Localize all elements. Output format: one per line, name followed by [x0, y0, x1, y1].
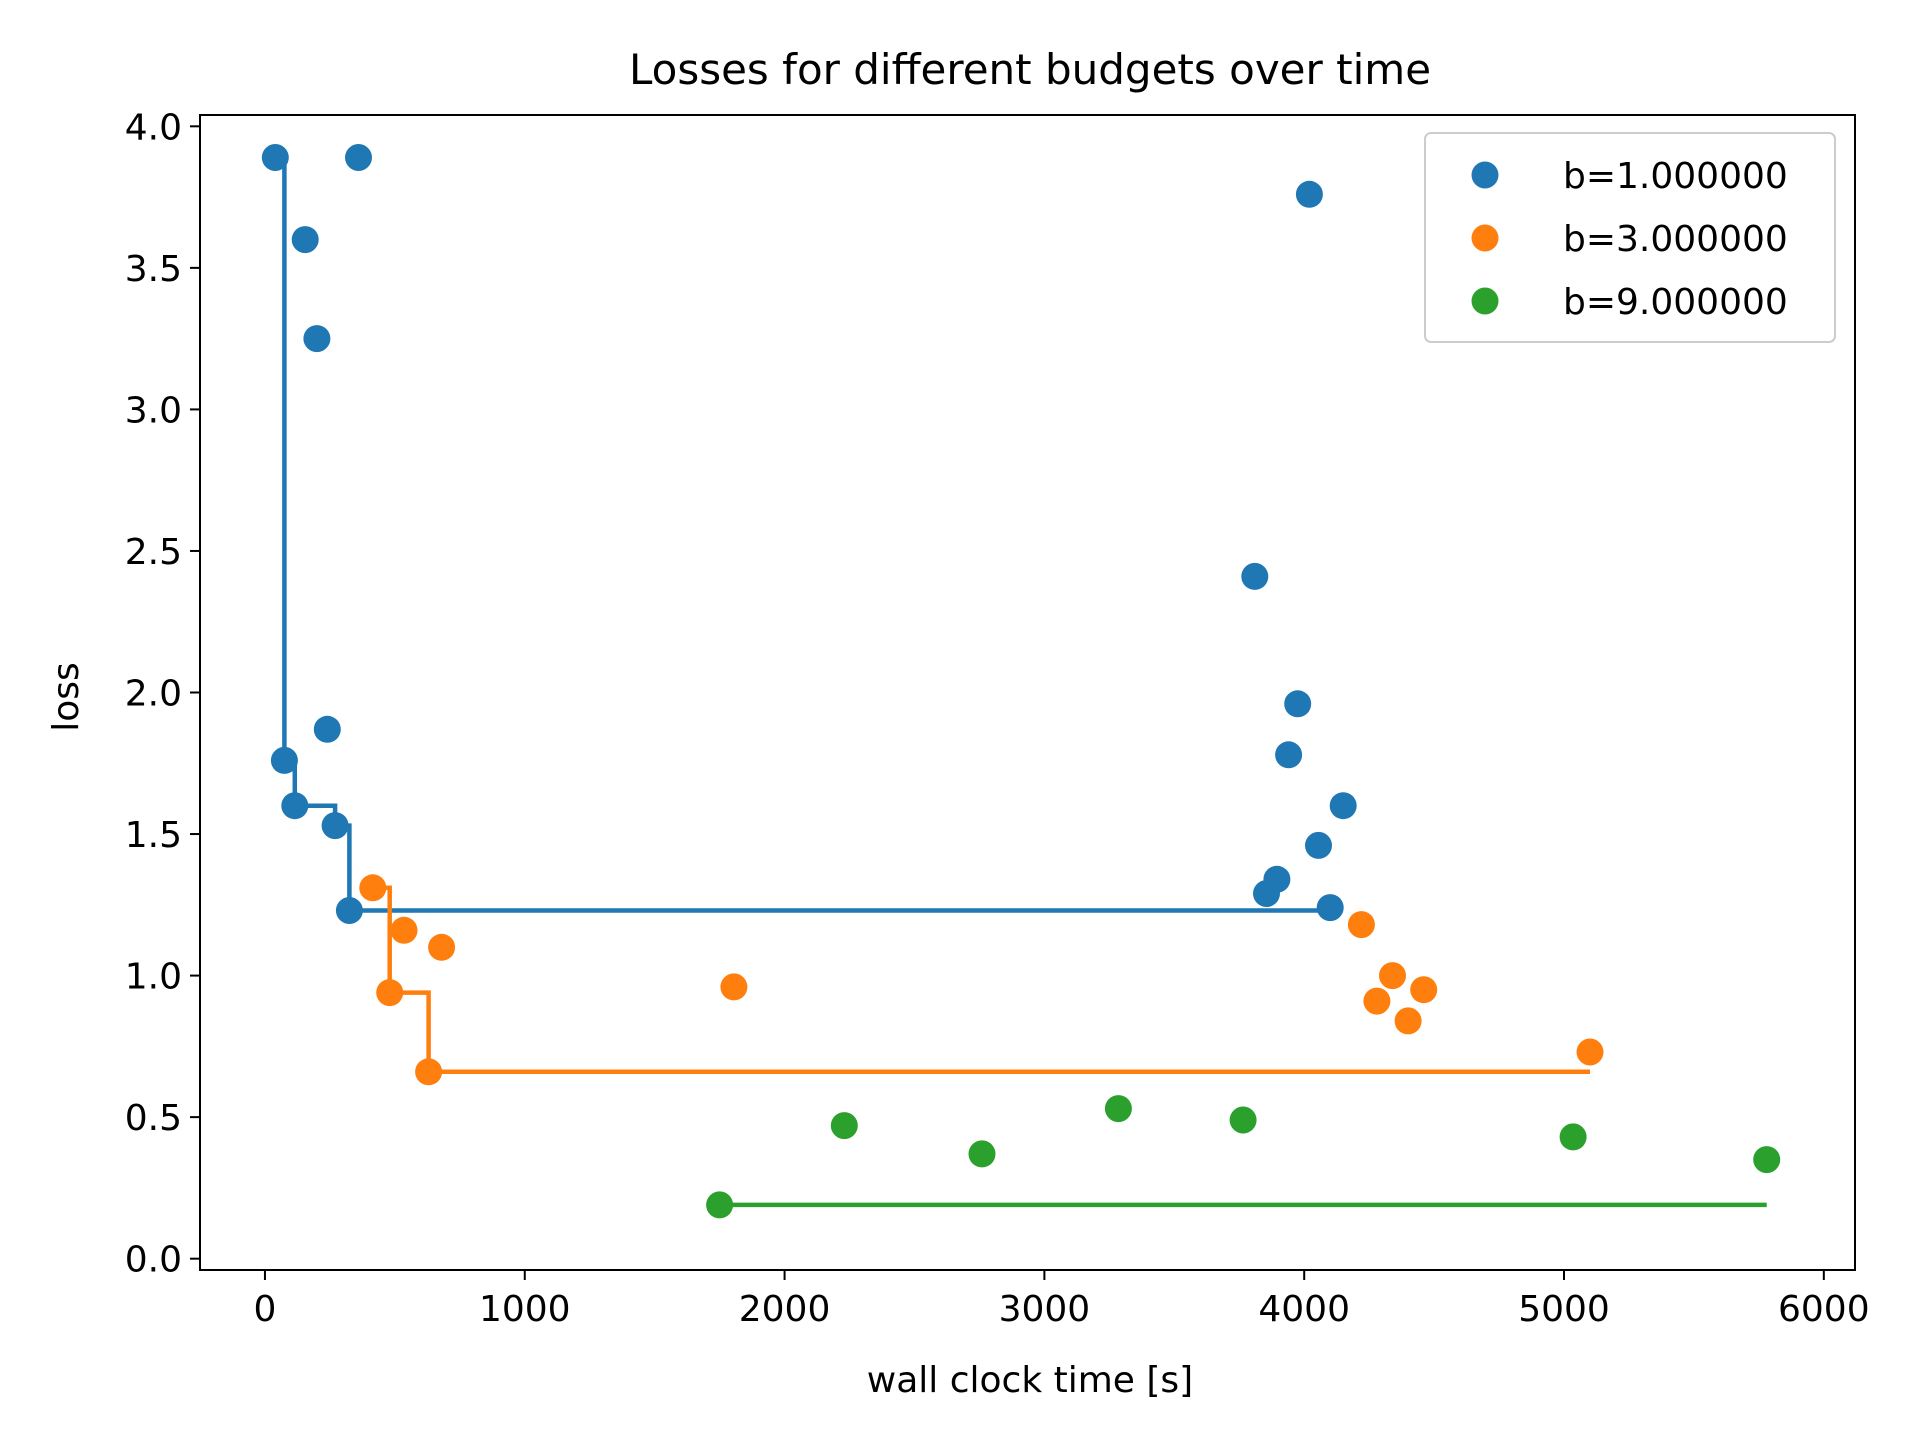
x-axis-label: wall clock time [s] [867, 1360, 1193, 1401]
series-1-point-10 [1241, 562, 1269, 590]
y-tick-label-8: 3.5 [125, 249, 182, 290]
series-1-point-2 [345, 144, 372, 171]
series-2-point-9 [1410, 976, 1438, 1004]
x-tick-label-1: 0 [253, 1289, 276, 1330]
y-axis-label: loss [46, 662, 87, 732]
series-2-point-3 [428, 933, 456, 961]
legend-marker-1 [1471, 161, 1499, 189]
series-2-point-7 [1347, 911, 1375, 939]
series-3-point-5 [1229, 1106, 1257, 1134]
series-2-point-8 [1379, 962, 1406, 990]
series-3-point-2 [830, 1112, 858, 1140]
legend: b=1.000000 b=3.000000 b=9.000000 [1424, 132, 1836, 343]
series-3-point-4 [1104, 1095, 1132, 1123]
series-1-point-6 [270, 746, 298, 774]
y-tick-label-7: 3.0 [125, 390, 182, 431]
series-1-point-8 [321, 812, 349, 840]
series-1-point-5 [313, 715, 341, 743]
series-1-point-12 [1284, 690, 1312, 718]
y-tick-label-4: 1.5 [125, 815, 182, 856]
series-1-point-7 [281, 792, 309, 820]
series-2-point-6 [720, 973, 748, 1001]
x-tick-label-5: 4000 [1258, 1289, 1350, 1330]
y-tick-label-5: 2.0 [125, 674, 182, 715]
series-2-point-4 [376, 979, 404, 1007]
axis-ticks: 0 1000 2000 3000 4000 5000 6000 0.0 0.5 1.0 1.5 2.0… [125, 107, 1870, 1330]
x-tick-label-2: 1000 [479, 1289, 571, 1330]
legend-label-2: b=3.000000 [1563, 219, 1788, 260]
series-3-point-6 [1559, 1123, 1587, 1151]
x-tick-label-6: 5000 [1518, 1289, 1610, 1330]
series-1-point-1 [261, 144, 289, 171]
y-tick-label-3: 1.0 [125, 957, 182, 998]
series-2-point-12 [1576, 1038, 1604, 1066]
plot-area [261, 144, 1781, 1219]
series-3-point-3 [968, 1140, 996, 1168]
legend-label-3: b=9.000000 [1563, 282, 1788, 323]
series-2-point-10 [1363, 987, 1391, 1015]
series-2-point-2 [390, 916, 418, 944]
series-1-point-4 [303, 325, 331, 353]
x-tick-label-7: 6000 [1778, 1289, 1870, 1330]
series-2-point-5 [415, 1058, 443, 1086]
series-2-incumbent-line [372, 885, 1590, 1075]
series-1-point-15 [1305, 831, 1332, 859]
y-tick-label-6: 2.5 [125, 532, 182, 573]
y-tick-label-1: 0.0 [125, 1240, 182, 1281]
series-1-point-17 [1253, 880, 1280, 907]
legend-label-1: b=1.000000 [1563, 156, 1788, 197]
series-1-point-13 [1275, 741, 1303, 769]
series-1-point-18 [1316, 894, 1344, 922]
y-tick-label-2: 0.5 [125, 1098, 182, 1139]
series-3-point-1 [706, 1191, 734, 1219]
legend-box [1424, 132, 1836, 343]
series-2-point-1 [359, 874, 387, 902]
series-1-point-11 [1295, 180, 1323, 208]
legend-marker-3 [1471, 287, 1499, 315]
series-1-point-9 [335, 897, 363, 924]
legend-marker-2 [1471, 224, 1499, 252]
y-tick-label-9: 4.0 [125, 107, 182, 148]
series-3-point-7 [1753, 1146, 1781, 1174]
series-1-point-14 [1329, 792, 1357, 820]
series-2-point-11 [1394, 1007, 1422, 1035]
x-tick-label-3: 2000 [739, 1289, 831, 1330]
chart-title: Losses for different budgets over time [629, 45, 1431, 94]
series-1-point-3 [291, 226, 319, 254]
x-tick-label-4: 3000 [999, 1289, 1091, 1330]
